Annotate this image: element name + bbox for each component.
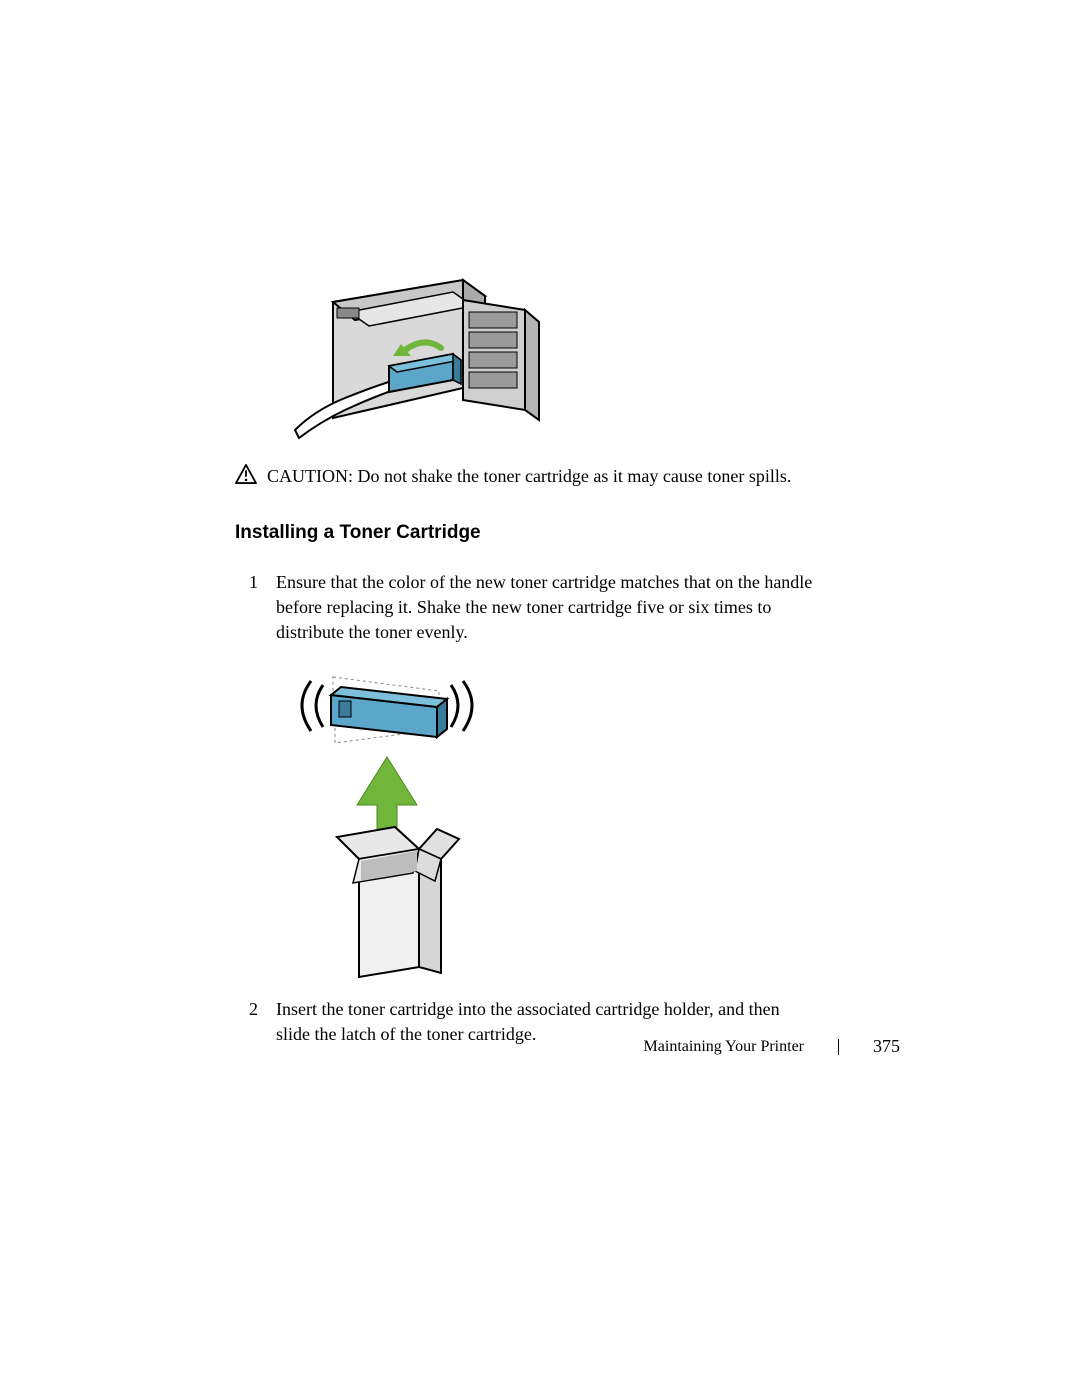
caution-body: Do not shake the toner cartridge as it m… bbox=[358, 466, 792, 486]
caution-text: CAUTION: Do not shake the toner cartridg… bbox=[267, 464, 791, 488]
step-number: 2 bbox=[235, 997, 258, 1047]
caution-icon bbox=[235, 464, 257, 484]
footer-page-number: 375 bbox=[873, 1036, 900, 1057]
figure-shake-cartridge bbox=[287, 661, 487, 981]
list-item: 1 Ensure that the color of the new toner… bbox=[235, 570, 910, 644]
document-page: CAUTION: Do not shake the toner cartridg… bbox=[0, 0, 1080, 1397]
section-heading: Installing a Toner Cartridge bbox=[235, 522, 910, 544]
figure-printer-remove-toner bbox=[285, 270, 545, 450]
step-number: 1 bbox=[235, 570, 258, 644]
install-steps: 1 Ensure that the color of the new toner… bbox=[235, 570, 910, 644]
page-footer: Maintaining Your Printer 375 bbox=[644, 1036, 900, 1057]
step-text: Ensure that the color of the new toner c… bbox=[276, 570, 816, 644]
caution-block: CAUTION: Do not shake the toner cartridg… bbox=[235, 464, 910, 488]
footer-section-title: Maintaining Your Printer bbox=[644, 1038, 804, 1056]
caution-label: CAUTION: bbox=[267, 466, 353, 486]
footer-divider bbox=[838, 1039, 839, 1055]
